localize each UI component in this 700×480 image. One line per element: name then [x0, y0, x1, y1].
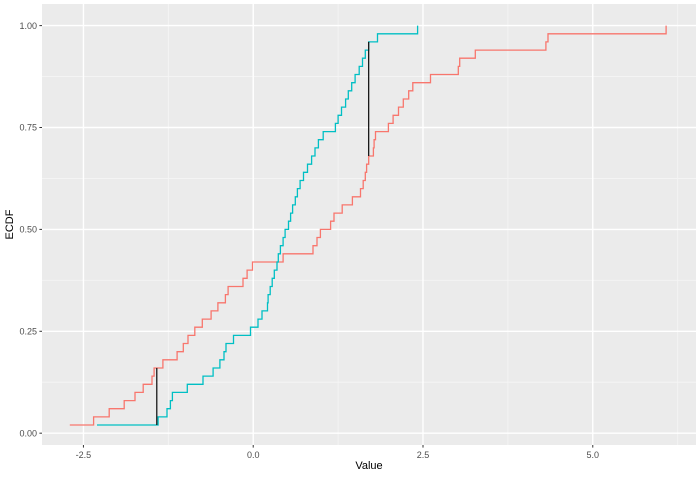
- y-tick-label: 1.00: [19, 21, 37, 31]
- x-axis-title: Value: [355, 460, 382, 472]
- axis-tick-marks: [39, 25, 594, 448]
- group-2-ecdf-line: [97, 25, 419, 426]
- group-1-ecdf-line: [69, 25, 667, 426]
- x-tick-label: 0.0: [247, 450, 260, 460]
- ks-distance-segments: [156, 41, 370, 426]
- y-tick-label: 0.50: [19, 225, 37, 235]
- y-tick-label: 0.25: [19, 326, 37, 336]
- axis-tick-labels: -2.5 0.0 2.5 5.0 0.00 0.25 0.50 0.75 1.00: [19, 21, 599, 460]
- x-tick-label: 5.0: [587, 450, 600, 460]
- ecdf-step-lines: [69, 25, 667, 426]
- y-tick-label: 0.00: [19, 428, 37, 438]
- x-tick-label: 2.5: [417, 450, 430, 460]
- y-axis-title: ECDF: [4, 209, 16, 239]
- grid-minor-lines: [42, 4, 696, 445]
- y-tick-label: 0.75: [19, 123, 37, 133]
- x-tick-label: -2.5: [76, 450, 92, 460]
- grid-major-lines: [42, 4, 696, 445]
